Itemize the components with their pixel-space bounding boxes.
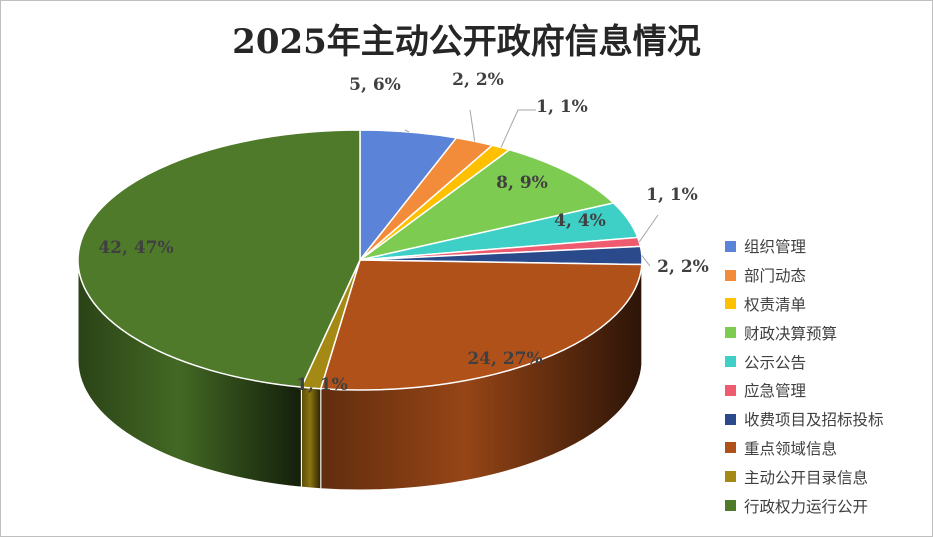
data-label-6: 1, 1%	[646, 185, 698, 205]
legend-swatch-4	[725, 327, 736, 339]
legend-label-6: 应急管理	[744, 382, 807, 401]
legend-swatch-2	[725, 269, 736, 281]
legend-swatch-5	[725, 356, 736, 368]
chart-title: 2025年主动公开政府信息情况	[232, 22, 701, 62]
slice-4-top	[359, 148, 615, 261]
legend-item-8: 重点领域信息	[725, 434, 884, 463]
data-label-7: 2, 2%	[657, 257, 709, 277]
slice-9-side	[300, 386, 322, 490]
legend-item-9: 主动公开目录信息	[725, 462, 884, 491]
legend-item-4: 财政决算预算	[725, 318, 884, 347]
legend-label-3: 权责清单	[744, 295, 807, 314]
legend: 组织管理部门动态权责清单财政决算预算 公示公告应急管理收费项目及招标投标 重点领域信…	[725, 232, 884, 520]
data-label-9: 1, 1%	[296, 375, 348, 395]
legend-label-10: 行政权力运行公开	[744, 497, 869, 516]
legend-label-2: 部门动态	[744, 267, 807, 286]
leader-line-6	[638, 214, 659, 243]
legend-label-8: 重点领域信息	[744, 439, 838, 458]
legend-label-9: 主动公开目录信息	[744, 468, 869, 487]
legend-swatch-7	[725, 413, 736, 425]
slice-8-top	[319, 259, 643, 391]
legend-swatch-8	[725, 442, 736, 454]
data-label-5: 4, 4%	[554, 211, 606, 231]
leader-line-3	[500, 109, 536, 148]
leader-line-7	[641, 255, 651, 267]
legend-item-6: 应急管理	[725, 376, 884, 405]
legend-item-2: 部门动态	[725, 261, 884, 290]
legend-label-1: 组织管理	[744, 238, 807, 257]
slice-10-top	[77, 129, 361, 388]
legend-label-7: 收费项目及招标投标	[744, 411, 884, 430]
legend-item-7: 收费项目及招标投标	[725, 405, 884, 434]
legend-swatch-3	[725, 298, 736, 310]
legend-item-1: 组织管理	[725, 232, 884, 261]
legend-label-5: 公示公告	[744, 353, 807, 372]
data-label-8: 24, 27%	[467, 349, 542, 369]
legend-swatch-9	[725, 471, 736, 483]
legend-item-10: 行政权力运行公开	[725, 491, 884, 520]
leader-line-2	[469, 109, 476, 142]
data-label-3: 1, 1%	[536, 97, 588, 117]
legend-swatch-6	[725, 384, 736, 396]
data-label-2: 2, 2%	[452, 70, 504, 90]
legend-item-5: 公示公告	[725, 347, 884, 376]
legend-item-3: 权责清单	[725, 290, 884, 319]
legend-swatch-10	[725, 500, 736, 512]
legend-label-4: 财政决算预算	[744, 324, 838, 343]
data-label-10: 42, 47%	[98, 238, 173, 258]
legend-swatch-1	[725, 240, 736, 252]
data-label-1: 5, 6%	[349, 75, 401, 95]
leader-line-1	[404, 129, 410, 133]
data-label-4: 8, 9%	[496, 173, 548, 193]
